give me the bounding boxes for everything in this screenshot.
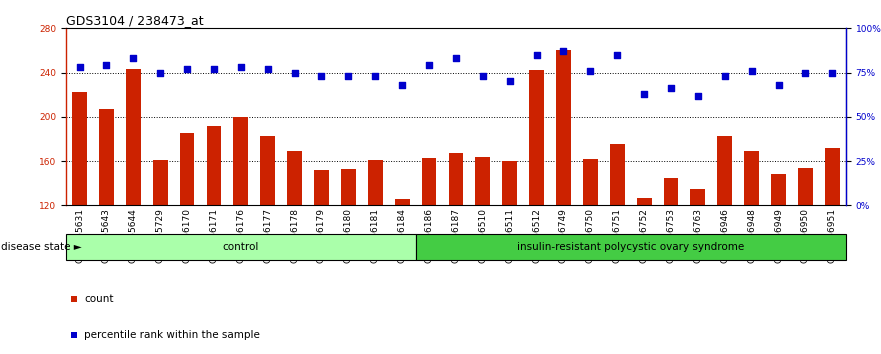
Point <box>798 70 812 75</box>
Bar <box>798 168 813 205</box>
Point <box>583 68 597 74</box>
Bar <box>610 144 625 205</box>
Point <box>100 63 114 68</box>
Bar <box>825 148 840 205</box>
Text: percentile rank within the sample: percentile rank within the sample <box>84 330 260 339</box>
Bar <box>448 153 463 205</box>
Point <box>233 64 248 70</box>
Point <box>153 70 167 75</box>
Bar <box>72 92 87 205</box>
Bar <box>744 151 759 205</box>
Point <box>529 52 544 58</box>
Point <box>476 73 490 79</box>
Point <box>368 73 382 79</box>
Bar <box>583 159 597 205</box>
Bar <box>476 156 490 205</box>
Point <box>825 70 840 75</box>
Bar <box>502 161 517 205</box>
Bar <box>717 136 732 205</box>
Bar <box>99 109 114 205</box>
Text: control: control <box>223 242 259 252</box>
Bar <box>341 169 356 205</box>
Point <box>744 68 759 74</box>
Bar <box>663 178 678 205</box>
Point <box>422 63 436 68</box>
Bar <box>315 170 329 205</box>
Bar <box>422 158 436 205</box>
Bar <box>260 136 275 205</box>
Bar <box>368 160 382 205</box>
Point <box>395 82 409 88</box>
Bar <box>180 133 195 205</box>
Point <box>718 73 732 79</box>
Point <box>503 79 517 84</box>
Text: insulin-resistant polycystic ovary syndrome: insulin-resistant polycystic ovary syndr… <box>517 242 744 252</box>
Point <box>691 93 705 98</box>
Point <box>126 56 140 61</box>
Bar <box>529 70 544 205</box>
Point <box>611 52 625 58</box>
Text: GDS3104 / 238473_at: GDS3104 / 238473_at <box>66 14 204 27</box>
Point <box>261 66 275 72</box>
Bar <box>233 117 248 205</box>
Point <box>72 64 86 70</box>
Point <box>207 66 221 72</box>
Bar <box>771 174 786 205</box>
Point <box>664 86 678 91</box>
Point <box>772 82 786 88</box>
Text: count: count <box>84 295 114 304</box>
Bar <box>206 126 221 205</box>
Point <box>448 56 463 61</box>
Point <box>287 70 301 75</box>
Bar <box>395 199 410 205</box>
Bar <box>556 50 571 205</box>
Point <box>637 91 651 97</box>
Point <box>557 48 571 54</box>
FancyBboxPatch shape <box>66 234 416 260</box>
Bar <box>637 198 652 205</box>
Bar <box>287 151 302 205</box>
Point <box>341 73 355 79</box>
Point <box>315 73 329 79</box>
Bar <box>152 160 167 205</box>
Text: disease state ►: disease state ► <box>2 242 82 252</box>
Point <box>180 66 194 72</box>
FancyBboxPatch shape <box>416 234 846 260</box>
Bar <box>126 69 141 205</box>
Bar <box>691 189 706 205</box>
